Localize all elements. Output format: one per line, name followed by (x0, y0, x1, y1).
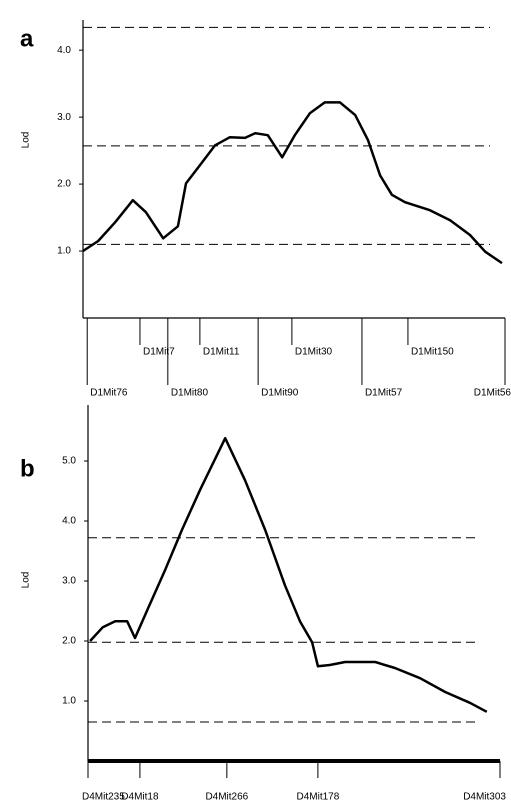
y-tick-label: 1.0 (62, 696, 76, 707)
marker-label: D4Mit303 (463, 792, 506, 803)
marker-label: D4Mit235 (82, 792, 125, 803)
marker-label: D1Mit150 (411, 347, 454, 358)
y-tick-label: 1.0 (57, 246, 71, 257)
marker-label: D4Mit266 (205, 792, 248, 803)
y-axis-label: Lod (21, 572, 32, 589)
marker-label: D4Mit178 (296, 792, 339, 803)
lod-curve (89, 436, 488, 713)
y-tick-label: 5.0 (62, 456, 76, 467)
marker-label: D1Mit80 (171, 388, 209, 399)
panel-label: a (20, 25, 34, 52)
marker-label: D1Mit76 (90, 388, 128, 399)
panel-label: b (20, 455, 35, 482)
marker-label: D1Mit7 (143, 347, 175, 358)
y-tick-label: 3.0 (57, 112, 71, 123)
marker-label: D1Mit57 (365, 388, 403, 399)
y-tick-label: 2.0 (57, 179, 71, 190)
marker-label: D1Mit56 (474, 388, 511, 399)
y-tick-label: 3.0 (62, 576, 76, 587)
marker-label: D1Mit11 (203, 347, 240, 358)
marker-label: D1Mit90 (261, 388, 299, 399)
marker-label: D4Mit18 (121, 792, 159, 803)
lod-curve (82, 101, 503, 265)
y-axis-label: Lod (21, 132, 32, 149)
y-tick-label: 4.0 (62, 516, 76, 527)
y-tick-label: 4.0 (57, 45, 71, 56)
marker-label: D1Mit30 (295, 347, 333, 358)
y-tick-label: 2.0 (62, 636, 76, 647)
